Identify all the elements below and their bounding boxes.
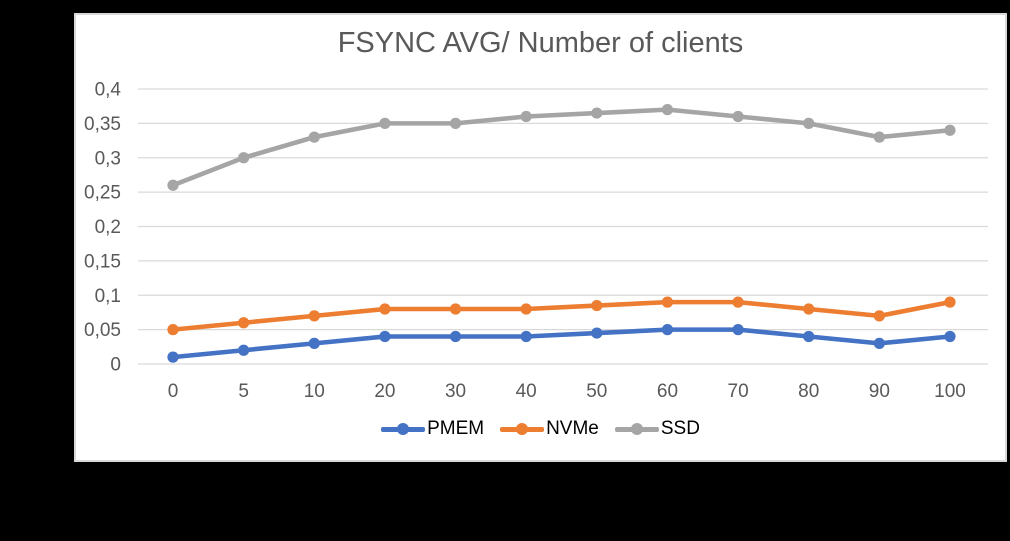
- legend-label-ssd: SSD: [660, 418, 700, 439]
- data-point-nvme: [308, 310, 320, 322]
- data-point-ssd: [803, 117, 815, 129]
- x-tick-label: 30: [445, 381, 466, 402]
- series-pmem: [167, 324, 956, 363]
- data-point-nvme: [873, 310, 885, 322]
- data-point-pmem: [238, 344, 250, 356]
- data-point-pmem: [520, 330, 532, 343]
- data-point-pmem: [732, 324, 744, 336]
- data-point-nvme: [238, 317, 250, 329]
- legend-item-nvme: NVMe: [500, 418, 599, 440]
- x-tick-label: 40: [516, 381, 537, 402]
- data-point-ssd: [520, 110, 532, 123]
- ssd-dot-swatch: [630, 423, 643, 435]
- data-point-pmem: [449, 330, 462, 343]
- nvme-series-marker-icon: [500, 423, 545, 436]
- data-point-pmem: [591, 327, 603, 339]
- x-tick-label: 5: [238, 381, 249, 402]
- data-point-nvme: [167, 324, 179, 336]
- data-point-pmem: [944, 330, 956, 343]
- nvme-dot-swatch: [516, 423, 529, 435]
- data-point-pmem: [308, 337, 320, 349]
- y-axis-labels: 0 0,05 0,1 0,15 0,2 0,25 0,3 0,35 0,4: [84, 80, 121, 376]
- y-tick-label: 0,15: [84, 251, 121, 272]
- y-tick-label: 0,05: [84, 320, 121, 341]
- legend-item-ssd: SSD: [614, 418, 700, 440]
- data-point-ssd: [167, 179, 179, 191]
- data-point-nvme: [732, 296, 744, 308]
- data-point-pmem: [661, 324, 674, 336]
- x-tick-label: 90: [869, 381, 890, 402]
- y-tick-label: 0,4: [95, 80, 122, 101]
- x-tick-label: 0: [168, 381, 179, 402]
- x-tick-label: 50: [586, 381, 607, 402]
- data-point-pmem: [167, 351, 179, 363]
- data-point-ssd: [308, 131, 320, 143]
- pmem-series-marker-icon: [381, 423, 426, 436]
- y-tick-label: 0,25: [84, 183, 121, 204]
- data-point-nvme: [379, 303, 391, 315]
- data-point-ssd: [591, 107, 603, 119]
- y-tick-label: 0,3: [95, 148, 121, 169]
- chart-title: FSYNC AVG/ Number of clients: [337, 27, 744, 59]
- legend-label-pmem: PMEM: [427, 418, 485, 439]
- data-point-nvme: [449, 303, 462, 315]
- gridlines: [138, 88, 988, 365]
- data-point-nvme: [591, 299, 603, 312]
- data-point-ssd: [661, 104, 674, 116]
- x-axis-labels: 0 5 10 20 30 40 50 60 70 80 90 100: [168, 381, 966, 402]
- data-point-ssd: [873, 131, 885, 143]
- x-tick-label: 70: [728, 381, 749, 402]
- plot-area: 0 0,05 0,1 0,15 0,2 0,25 0,3 0,35 0,4 0 5 10 20 30 40 5…: [84, 80, 988, 402]
- data-point-ssd: [449, 117, 462, 129]
- y-tick-label: 0,1: [95, 286, 121, 307]
- y-tick-label: 0,35: [84, 114, 121, 135]
- data-point-nvme: [944, 296, 956, 308]
- legend: PMEM NVMe SSD: [76, 418, 1005, 440]
- data-point-ssd: [238, 152, 250, 164]
- chart-panel: FSYNC AVG/ Number of clients 0 0,05 0,1 0,1…: [74, 13, 1007, 462]
- legend-item-pmem: PMEM: [381, 418, 484, 440]
- y-tick-label: 0: [110, 355, 121, 376]
- data-point-nvme: [803, 303, 815, 315]
- data-point-nvme: [520, 303, 532, 315]
- data-point-pmem: [873, 337, 885, 349]
- data-point-ssd: [944, 124, 956, 136]
- x-tick-label: 80: [798, 381, 819, 402]
- data-point-nvme: [661, 296, 674, 308]
- x-tick-label: 60: [657, 381, 678, 402]
- pmem-dot-swatch: [397, 423, 410, 435]
- data-point-ssd: [379, 117, 391, 129]
- data-point-ssd: [732, 110, 744, 123]
- legend-label-nvme: NVMe: [546, 418, 599, 439]
- x-tick-label: 20: [374, 381, 395, 402]
- data-point-pmem: [803, 330, 815, 343]
- x-tick-label: 100: [934, 381, 966, 402]
- ssd-series-marker-icon: [614, 423, 659, 436]
- x-tick-label: 10: [304, 381, 325, 402]
- series-nvme: [167, 296, 956, 336]
- data-point-pmem: [379, 330, 391, 343]
- series-ssd: [167, 104, 956, 191]
- y-tick-label: 0,2: [95, 217, 121, 238]
